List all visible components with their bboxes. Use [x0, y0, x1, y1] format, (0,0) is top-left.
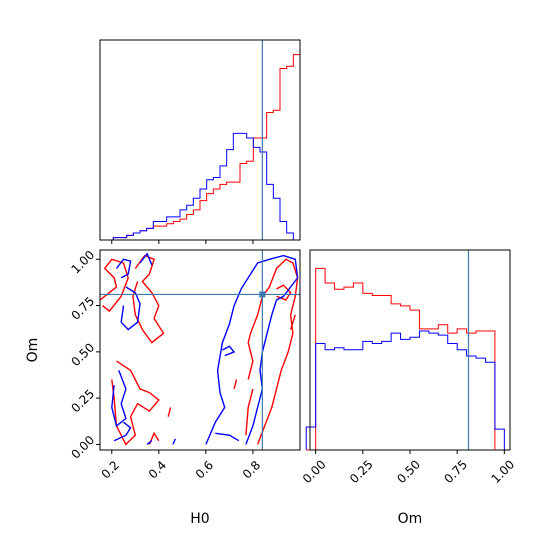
contour-0-4 — [167, 407, 172, 417]
om-xtick-label-0: 0.00 — [300, 457, 329, 486]
joint-ytick-label-1: 0.25 — [68, 387, 97, 416]
x-axis-label-om: Om — [398, 511, 423, 527]
h0-hist-series-0 — [100, 54, 301, 241]
truth-marker — [259, 291, 266, 298]
contour-1-3 — [113, 421, 132, 442]
om-histogram-panel: 0.00 0.25 0.50 0.75 1.00 Om — [300, 249, 518, 527]
contour-0-5 — [247, 258, 299, 445]
contour-1-5 — [146, 440, 153, 445]
contour-0-6 — [276, 284, 292, 301]
om-hist-series-0 — [306, 267, 505, 451]
contour-1-2 — [111, 370, 127, 428]
joint-xtick-label-3: 0.8 — [240, 458, 263, 481]
om-xtick-label-1: 0.25 — [347, 457, 376, 486]
joint-xtick-label-2: 0.6 — [193, 458, 216, 481]
joint-ytick-label-2: 0.50 — [68, 340, 97, 369]
x-axis-label-h0: H0 — [190, 511, 209, 527]
contour-0-2 — [111, 360, 160, 446]
om-hist-series-1 — [305, 330, 505, 450]
contour-0-8 — [233, 379, 238, 390]
contour-1-6 — [172, 438, 176, 445]
contour-1-9 — [222, 345, 236, 357]
joint-xtick-label-0: 0.2 — [99, 458, 122, 481]
contour-1-1 — [120, 286, 141, 331]
contour-0-1 — [132, 254, 165, 344]
h0-histogram-panel — [99, 39, 301, 244]
om-hist-frame — [309, 249, 511, 451]
contour-0-7 — [245, 388, 254, 436]
contour-1-7 — [205, 254, 299, 445]
joint-ytick-label-0: 0.00 — [68, 433, 97, 462]
y-axis-label-om: Om — [25, 338, 41, 363]
joint-ytick-label-4: 1.00 — [68, 248, 97, 277]
contour-0-0 — [99, 258, 129, 313]
om-xtick-label-3: 0.75 — [441, 457, 470, 486]
contour-0-3 — [148, 431, 160, 445]
om-xtick-label-4: 1.00 — [489, 457, 518, 486]
contour-1-8 — [215, 432, 240, 442]
contour-1-0 — [115, 258, 132, 279]
contour-1-4 — [139, 252, 153, 266]
h0-om-contour-panel: 0.2 0.4 0.6 0.8 0.00 0.25 0.50 0.75 1.00 H0 Om — [25, 248, 301, 527]
joint-xtick-label-1: 0.4 — [146, 458, 169, 481]
om-xtick-label-2: 0.50 — [394, 457, 423, 486]
joint-frame — [99, 249, 301, 451]
h0-hist-series-1 — [100, 132, 300, 241]
contour-0-9 — [289, 314, 296, 330]
joint-ytick-label-3: 0.75 — [68, 294, 97, 323]
h0-hist-frame — [99, 39, 301, 241]
